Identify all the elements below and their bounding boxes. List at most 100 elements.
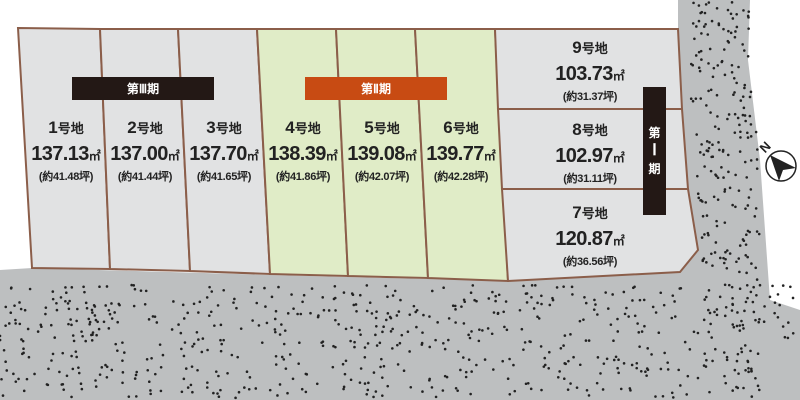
road-dot xyxy=(722,48,726,51)
road-dot xyxy=(374,316,378,320)
road-dot xyxy=(273,328,277,331)
road-dot xyxy=(635,366,639,370)
road-dot xyxy=(713,251,717,254)
lot-area-unit: ㎡ xyxy=(246,149,259,163)
road-dot xyxy=(720,60,724,64)
lot-number-value: 9 xyxy=(572,38,582,57)
road-dot xyxy=(699,97,703,100)
road-dot xyxy=(748,95,752,99)
road-dot xyxy=(742,106,746,110)
lot-area-value: 103.73 xyxy=(555,63,613,85)
road-dot xyxy=(51,297,55,301)
road-dot xyxy=(18,322,22,326)
road-dot xyxy=(691,99,695,103)
road-dot xyxy=(700,10,704,14)
road-dot xyxy=(666,361,669,364)
road-dot xyxy=(0,338,2,342)
road-dot xyxy=(525,292,529,295)
road-dot xyxy=(77,371,81,375)
road-dot xyxy=(475,363,478,367)
road-dot xyxy=(470,370,473,373)
road-dot xyxy=(310,287,314,290)
road-dot xyxy=(622,362,626,365)
road-dot xyxy=(710,19,714,23)
lot-suffix: 号地 xyxy=(57,121,84,136)
road-dot xyxy=(344,327,348,331)
road-dot xyxy=(375,344,379,347)
road-dot xyxy=(186,311,189,315)
road-dot xyxy=(578,319,582,323)
road-dot xyxy=(659,291,663,295)
road-dot xyxy=(276,394,279,397)
road-dot xyxy=(36,330,40,333)
road-dot xyxy=(746,296,749,300)
road-dot xyxy=(349,339,352,343)
road-dot xyxy=(442,341,445,345)
road-dot xyxy=(201,337,205,340)
road-dot xyxy=(593,298,596,302)
road-dot xyxy=(584,301,588,305)
road-dot xyxy=(359,333,362,336)
road-dot xyxy=(715,93,719,97)
road-dot xyxy=(735,25,739,29)
road-dot xyxy=(245,370,249,374)
phase-3-text: 第Ⅲ期 xyxy=(126,82,160,96)
road-dot xyxy=(731,302,734,306)
road-dot xyxy=(5,369,9,372)
road-dot xyxy=(436,321,439,324)
road-dot xyxy=(286,391,289,395)
road-dot xyxy=(749,290,753,294)
road-dot xyxy=(27,355,31,359)
road-dot xyxy=(355,309,358,313)
lot-label-3: 3号地 137.70㎡ (約41.65坪) xyxy=(186,118,262,184)
road-dot xyxy=(363,355,367,359)
road-dot xyxy=(118,303,121,307)
road-dot xyxy=(702,364,706,367)
road-dot xyxy=(94,385,98,388)
road-dot xyxy=(743,86,746,90)
road-dot xyxy=(781,284,785,287)
road-dot xyxy=(651,305,655,309)
road-dot xyxy=(443,347,447,351)
road-dot xyxy=(358,293,362,297)
road-dot xyxy=(386,295,389,299)
road-dot xyxy=(219,388,222,392)
road-dot xyxy=(572,355,575,359)
road-dot xyxy=(754,318,757,322)
road-dot xyxy=(333,285,337,288)
road-dot xyxy=(60,383,64,386)
road-dot xyxy=(723,188,727,191)
road-dot xyxy=(594,303,597,306)
road-dot xyxy=(70,395,73,399)
road-dot xyxy=(733,35,737,39)
road-dot xyxy=(159,389,163,393)
road-dot xyxy=(705,261,708,264)
road-dot xyxy=(501,359,504,363)
road-dot xyxy=(616,330,620,333)
road-dot xyxy=(746,204,750,207)
road-dot xyxy=(791,331,795,335)
road-dot xyxy=(716,176,720,180)
lot-label-6: 6号地 139.77㎡ (約42.28坪) xyxy=(423,118,499,184)
lot-tsubo: (約31.37坪) xyxy=(562,91,618,103)
road-dot xyxy=(663,351,666,355)
road-dot xyxy=(728,186,732,190)
road-dot xyxy=(612,358,616,362)
road-dot xyxy=(473,298,476,302)
road-dot xyxy=(309,311,312,315)
road-dot xyxy=(90,308,94,312)
road-dot xyxy=(274,330,277,334)
road-dot xyxy=(397,310,401,313)
road-dot xyxy=(67,307,71,311)
lot-label-7: 7号地 120.87㎡ (約36.56坪) xyxy=(552,203,628,269)
road-dot xyxy=(741,43,744,46)
road-dot xyxy=(98,373,102,376)
road-dot xyxy=(703,352,707,355)
road-dot xyxy=(64,286,67,289)
road-dot xyxy=(637,331,641,334)
road-dot xyxy=(609,323,613,326)
road-dot xyxy=(358,381,362,384)
road-dot xyxy=(776,315,780,319)
road-dot xyxy=(585,388,589,392)
road-dot xyxy=(192,342,196,346)
